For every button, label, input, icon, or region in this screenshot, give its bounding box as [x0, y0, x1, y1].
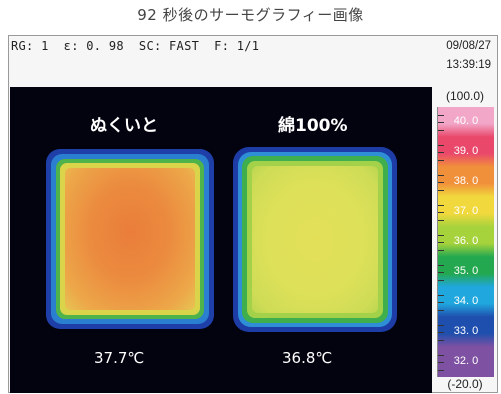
scale-band-label: 40. 0: [453, 115, 479, 127]
scale-tick: [438, 219, 444, 221]
capture-time: 13:39:19: [446, 59, 491, 71]
scale-tick: [438, 159, 444, 161]
status-readout: RG: 1 ε: 0. 98 SC: FAST F: 1/1: [11, 39, 260, 53]
scale-tick: [438, 114, 444, 116]
scale-band: 33. 0: [438, 317, 494, 347]
scale-tick: [438, 144, 444, 146]
scale-band: 35. 0: [438, 257, 494, 287]
sample-left-core: [65, 168, 195, 310]
scale-tick: [438, 309, 444, 311]
scale-tick: [438, 249, 444, 251]
scale-tick: [438, 234, 444, 236]
scale-tick: [438, 204, 444, 206]
sample-right: [233, 147, 397, 332]
scale-tick: [438, 122, 444, 123]
image-caption: 92 秒後のサーモグラフィー画像: [137, 6, 364, 24]
scale-band-label: 37. 0: [453, 205, 479, 217]
scale-tick: [438, 354, 444, 356]
scale-max-label: (100.0): [445, 89, 485, 103]
scale-tick: [438, 279, 444, 281]
scale-band-label: 33. 0: [453, 325, 479, 337]
thermal-image: ぬくいと 綿100% 37.7℃ 36.8℃: [10, 87, 432, 393]
scale-tick: [438, 129, 444, 131]
scale-tick: [438, 302, 444, 303]
scale-tick: [438, 264, 444, 266]
temperature-color-scale: 40. 0 39. 0 38. 0 37. 0 36. 0 35. 0 34. 0 33. 0…: [437, 107, 494, 377]
scale-tick: [438, 272, 444, 273]
scale-tick: [438, 152, 444, 153]
scale-band-label: 32. 0: [453, 355, 479, 367]
thermograph-screen: RG: 1 ε: 0. 98 SC: FAST F: 1/1 09/08/27 …: [8, 35, 498, 393]
scale-band: 36. 0: [438, 227, 494, 257]
scale-tick: [438, 332, 444, 333]
scale-band-label: 34. 0: [453, 295, 479, 307]
sample-left-label: ぬくいと: [90, 116, 158, 136]
scale-band-label: 35. 0: [453, 265, 479, 277]
sample-left-temperature: 37.7℃: [94, 349, 145, 367]
scale-tick: [438, 294, 444, 296]
scale-band: 38. 0: [438, 167, 494, 197]
scale-band-label: 36. 0: [453, 235, 479, 247]
scale-tick: [438, 339, 444, 341]
sample-left: [46, 149, 214, 329]
scale-tick: [438, 189, 444, 191]
scale-tick: [438, 174, 444, 176]
scale-band: 37. 0: [438, 197, 494, 227]
capture-date: 09/08/27: [446, 40, 491, 52]
sample-right-label: 綿100%: [278, 116, 348, 136]
scale-band: 32. 0: [438, 347, 494, 377]
scale-band-label: 38. 0: [453, 175, 479, 187]
scale-tick: [438, 242, 444, 243]
scale-tick: [438, 182, 444, 183]
scale-band: 34. 0: [438, 287, 494, 317]
scale-band: 40. 0: [438, 107, 494, 137]
scale-tick: [438, 324, 444, 326]
scale-band-label: 39. 0: [453, 145, 479, 157]
scale-min-label: (-20.0): [447, 377, 483, 391]
sample-right-core: [252, 166, 378, 313]
sample-right-temperature: 36.8℃: [282, 349, 333, 367]
scale-tick: [438, 369, 444, 371]
scale-band: 39. 0: [438, 137, 494, 167]
scale-tick: [438, 212, 444, 213]
scale-tick: [438, 362, 444, 363]
